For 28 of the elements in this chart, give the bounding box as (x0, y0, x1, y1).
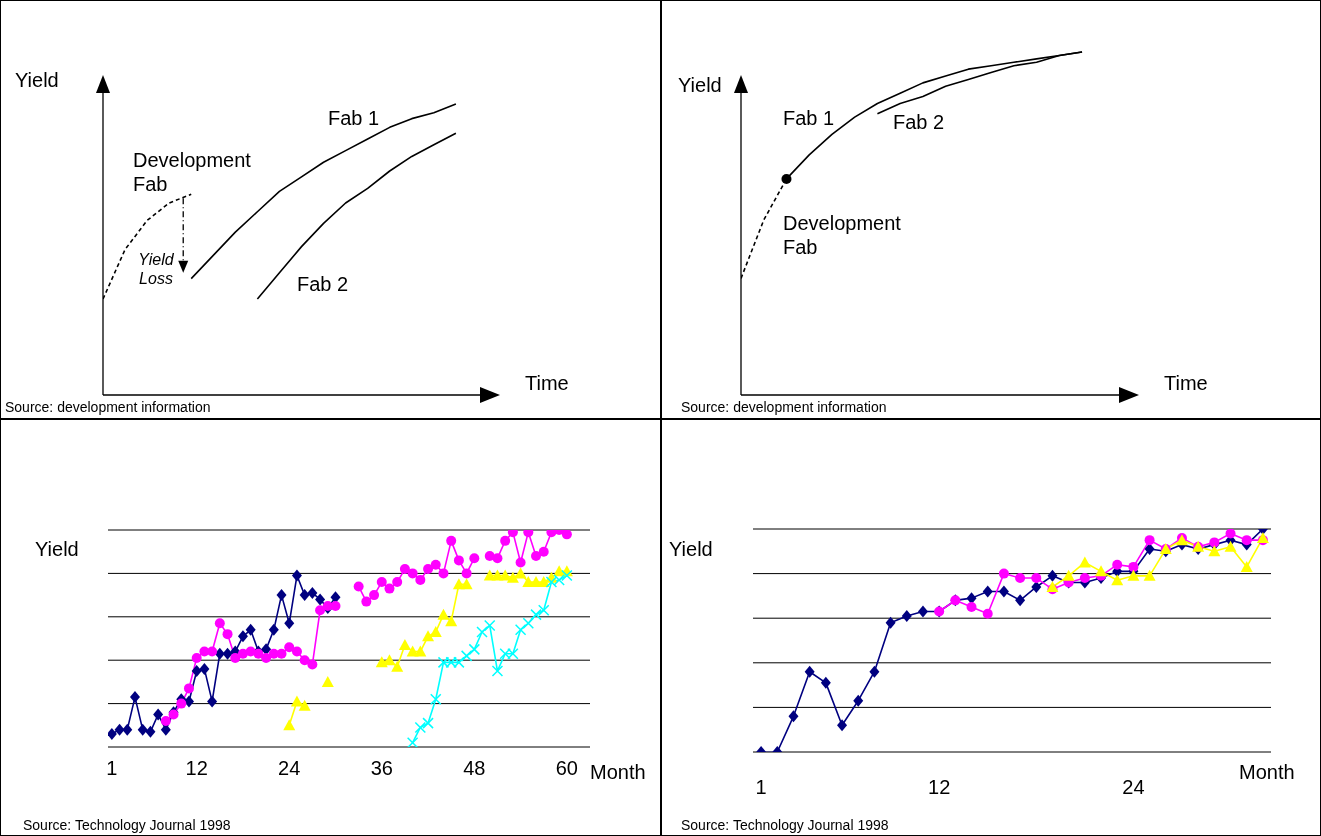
x-tick-label: 1 (106, 757, 118, 780)
x-tick-label: 1 (755, 776, 767, 799)
x-tick-label: 12 (185, 757, 208, 780)
x-tick-label: 12 (928, 776, 951, 799)
series-label: Fab 1 (328, 106, 381, 130)
source-note: Source: development information (5, 399, 212, 416)
series-label: Development Fab (783, 211, 902, 259)
series-label: Fab 1 (783, 106, 836, 130)
x-tick-label: 24 (1122, 776, 1145, 799)
annotation: Yield Loss (137, 250, 175, 289)
x-axis-title: Month (590, 760, 647, 784)
y-axis-title: Yield (669, 537, 714, 561)
y-axis-title: Yield (15, 68, 60, 92)
source-note: Source: development information (681, 399, 888, 416)
x-axis-title: Time (525, 371, 570, 395)
y-axis-title: Yield (35, 537, 80, 561)
x-tick-label: 24 (278, 757, 301, 780)
series-label: Fab 2 (297, 272, 350, 296)
x-tick-label: 60 (555, 757, 578, 780)
source-note: Source: Technology Journal 1998 (681, 817, 890, 834)
source-note: Source: Technology Journal 1998 (23, 817, 232, 834)
x-tick-label: 36 (370, 757, 393, 780)
series-label: Development Fab (133, 148, 252, 196)
x-tick-label: 48 (463, 757, 486, 780)
x-axis-title: Time (1164, 371, 1209, 395)
series-label: Fab 2 (893, 110, 946, 134)
x-axis-title: Month (1239, 760, 1296, 784)
y-axis-title: Yield (678, 73, 723, 97)
